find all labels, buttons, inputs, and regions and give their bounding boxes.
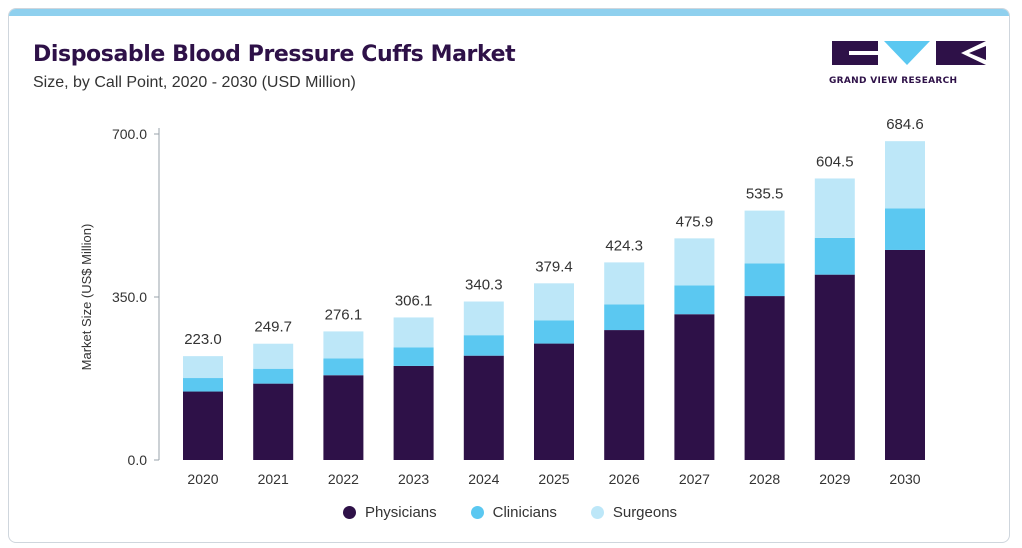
bar-clinicians-2024: [463, 335, 504, 356]
bar-clinicians-2020: [183, 378, 223, 392]
x-tick-label-2028: 2028: [749, 471, 780, 487]
bar-surgeons-2023: [393, 317, 434, 348]
x-tick-label-2020: 2020: [187, 471, 218, 487]
legend-label-physicians: Physicians: [364, 504, 437, 521]
data-label-total-2030: 684.6: [886, 116, 924, 133]
legend-label-surgeons: Surgeons: [612, 504, 678, 521]
bar-clinicians-2021: [253, 368, 294, 384]
bar-physicians-2023: [393, 365, 434, 460]
data-label-total-2021: 249.7: [254, 319, 292, 336]
bar-clinicians-2023: [393, 347, 434, 366]
data-label-total-2024: 340.3: [465, 277, 503, 294]
legend-item-surgeons: Surgeons: [590, 504, 678, 521]
data-label-total-2025: 379.4: [535, 258, 573, 275]
x-tick-label-2026: 2026: [609, 471, 640, 487]
bar-physicians-2022: [323, 375, 364, 460]
bar-physicians-2020: [183, 391, 223, 460]
bar-surgeons-2020: [183, 356, 223, 379]
chart-subtitle: Size, by Call Point, 2020 - 2030 (USD Mi…: [33, 74, 356, 91]
bar-physicians-2030: [885, 249, 925, 460]
bar-physicians-2021: [253, 383, 294, 460]
stacked-bar-chart: 0.0 350.0 700.0 Market Size (US$ Million) 22…: [79, 116, 925, 487]
data-label-total-2020: 223.0: [184, 331, 222, 348]
bar-clinicians-2029: [814, 237, 855, 275]
bar-surgeons-2028: [744, 210, 785, 264]
bar-physicians-2028: [744, 296, 785, 460]
bar-surgeons-2024: [463, 301, 504, 336]
bar-clinicians-2022: [323, 358, 364, 376]
data-label-total-2022: 276.1: [325, 306, 363, 323]
bar-clinicians-2027: [674, 285, 715, 315]
legend-swatch-surgeons: [590, 506, 604, 519]
chart-card: Disposable Blood Pressure Cuffs Market S…: [8, 8, 1010, 543]
legend-item-physicians: Physicians: [342, 504, 437, 521]
data-label-total-2027: 475.9: [676, 213, 714, 230]
y-tick-label: 0.0: [128, 452, 148, 468]
chart-title: Disposable Blood Pressure Cuffs Market: [33, 42, 516, 67]
bar-physicians-2026: [604, 330, 645, 460]
bar-clinicians-2026: [604, 304, 645, 331]
bar-surgeons-2022: [323, 331, 364, 359]
x-tick-label-2023: 2023: [398, 471, 429, 487]
legend-swatch-clinicians: [470, 506, 484, 519]
bar-surgeons-2030: [885, 141, 925, 209]
legend-swatch-physicians: [342, 506, 356, 519]
bar-clinicians-2025: [534, 320, 574, 344]
x-tick-label-2021: 2021: [258, 471, 289, 487]
bar-physicians-2024: [463, 355, 504, 460]
top-accent-bar: [9, 9, 1009, 16]
y-tick-label: 700.0: [112, 126, 147, 142]
bar-physicians-2025: [534, 343, 574, 460]
bar-physicians-2027: [674, 314, 715, 460]
bar-surgeons-2029: [814, 178, 855, 238]
x-tick-label-2027: 2027: [679, 471, 710, 487]
data-label-total-2023: 306.1: [395, 292, 433, 309]
bar-physicians-2029: [814, 274, 855, 460]
bar-surgeons-2026: [604, 262, 645, 305]
x-tick-label-2025: 2025: [538, 471, 569, 487]
x-tick-label-2022: 2022: [328, 471, 359, 487]
bar-surgeons-2027: [674, 238, 715, 286]
data-label-total-2026: 424.3: [605, 237, 643, 254]
logo-mark-icon: [832, 41, 986, 65]
bar-clinicians-2030: [885, 208, 925, 250]
bar-clinicians-2028: [744, 263, 785, 297]
grand-view-research-logo: GRAND VIEW RESEARCH: [829, 39, 989, 99]
x-tick-label-2029: 2029: [819, 471, 850, 487]
data-label-total-2029: 604.5: [816, 153, 854, 170]
legend-label-clinicians: Clinicians: [492, 504, 557, 521]
logo-text: GRAND VIEW RESEARCH: [829, 76, 958, 86]
data-label-total-2028: 535.5: [746, 186, 784, 203]
bar-surgeons-2021: [253, 343, 294, 369]
bar-surgeons-2025: [534, 283, 574, 321]
y-tick-label: 350.0: [112, 289, 147, 305]
legend-item-clinicians: Clinicians: [470, 504, 557, 521]
chart-legend: Physicians Clinicians Surgeons: [9, 504, 1009, 521]
x-tick-label-2030: 2030: [889, 471, 920, 487]
y-axis-title: Market Size (US$ Million): [79, 224, 94, 371]
x-tick-label-2024: 2024: [468, 471, 499, 487]
